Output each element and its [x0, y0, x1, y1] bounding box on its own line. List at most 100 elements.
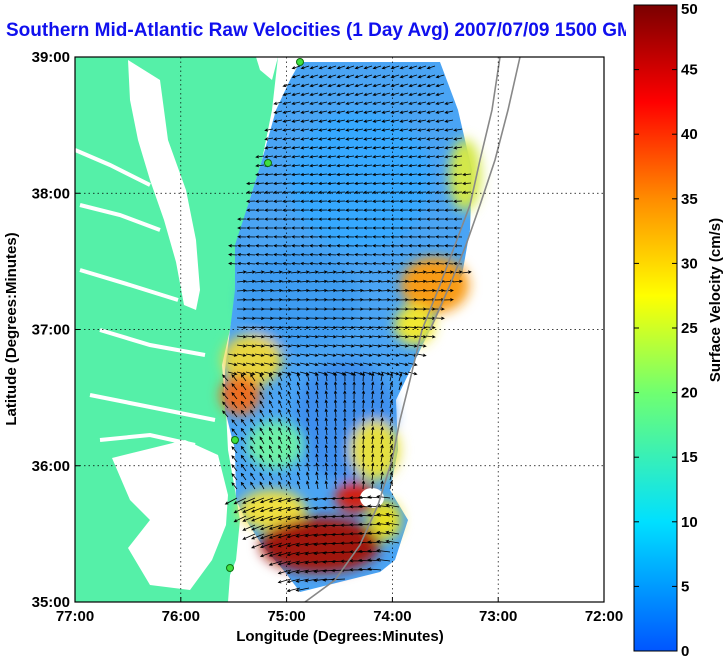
y-tick-label: 38:00	[32, 185, 70, 202]
velocity-arrow	[435, 83, 445, 88]
bathymetry-contours	[304, 57, 521, 602]
velocity-arrow	[435, 217, 445, 221]
colorbar	[633, 4, 678, 652]
velocity-arrow	[426, 83, 436, 88]
velocity-arrow	[444, 155, 454, 159]
velocity-arrow	[287, 426, 292, 436]
velocity-arrow	[231, 410, 238, 418]
velocity-arrow	[306, 381, 310, 391]
velocity-arrow	[287, 435, 292, 445]
velocity-arrow	[408, 146, 418, 150]
velocity-arrow	[335, 362, 346, 367]
velocity-arrow	[278, 480, 283, 490]
velocity-arrow	[231, 401, 238, 409]
x-tick-label: 76:00	[162, 608, 200, 625]
velocity-arrow	[246, 253, 256, 257]
velocity-arrow	[308, 344, 319, 348]
velocity-arrow	[324, 417, 328, 427]
velocity-arrow	[291, 146, 301, 150]
velocity-arrow	[240, 382, 247, 391]
velocity-arrow	[278, 408, 283, 418]
velocity-arrow	[327, 172, 337, 177]
velocity-arrow	[336, 110, 346, 114]
velocity-arrow	[264, 172, 274, 177]
velocity-arrow	[259, 472, 265, 481]
velocity-arrow	[363, 101, 373, 105]
velocity-arrow	[318, 163, 328, 168]
velocity-arrow	[278, 399, 283, 409]
velocity-arrow	[363, 199, 373, 203]
velocity-arrow	[231, 446, 238, 454]
velocity-arrow	[335, 270, 346, 274]
velocity-arrow	[361, 435, 366, 445]
velocity-arrow	[324, 453, 328, 463]
velocity-arrow	[277, 542, 292, 548]
velocity-arrow	[354, 146, 364, 150]
velocity-arrow	[354, 92, 364, 96]
velocity-arrow	[333, 453, 338, 463]
velocity-arrow	[444, 244, 454, 248]
velocity-arrow	[326, 335, 337, 339]
velocity-arrow	[408, 163, 418, 168]
velocity-arrow	[417, 208, 427, 212]
velocity-arrow	[246, 217, 256, 221]
velocity-arrow	[296, 426, 301, 436]
velocity-arrow	[435, 128, 445, 132]
velocity-arrow	[336, 217, 346, 221]
velocity-arrow	[327, 244, 337, 248]
velocity-arrow	[296, 480, 301, 490]
velocity-arrow	[343, 444, 347, 454]
velocity-arrow	[259, 418, 265, 427]
colorbar-tick-label: 10	[681, 514, 698, 531]
velocity-arrow	[237, 261, 247, 266]
velocity-arrow	[336, 244, 346, 248]
velocity-arrow	[344, 325, 355, 330]
velocity-arrow	[300, 101, 310, 105]
velocity-arrow	[306, 444, 310, 454]
velocity-arrow	[389, 335, 400, 339]
velocity-arrow	[398, 288, 409, 293]
velocity-arrow	[333, 444, 338, 454]
velocity-arrow	[363, 74, 373, 79]
velocity-arrow	[277, 515, 292, 521]
colorbar-tick-label: 40	[681, 126, 698, 143]
velocity-arrow	[255, 155, 265, 159]
velocity-arrow	[264, 137, 274, 141]
velocity-arrow	[306, 426, 310, 436]
velocity-arrow	[434, 270, 445, 274]
velocity-arrow	[255, 190, 265, 195]
velocity-arrow	[381, 226, 390, 230]
velocity-arrow	[399, 235, 409, 239]
velocity-arrow	[372, 83, 382, 88]
velocity-arrow	[296, 399, 301, 409]
velocity-arrow	[282, 244, 292, 248]
velocity-arrow	[273, 261, 283, 266]
y-tick-label: 36:00	[32, 458, 70, 475]
velocity-arrow	[381, 128, 391, 132]
velocity-arrow	[354, 199, 364, 203]
velocity-arrow	[376, 531, 391, 535]
velocity-arrow	[385, 539, 400, 544]
velocity-arrow	[371, 426, 375, 436]
velocity-arrow	[426, 74, 436, 79]
velocity-arrow	[236, 270, 247, 274]
velocity-arrow	[277, 560, 292, 566]
velocity-arrow	[352, 390, 356, 400]
chesapeake-bay	[128, 60, 200, 310]
velocity-arrow	[282, 261, 292, 266]
velocity-arrow	[254, 335, 265, 339]
delaware-bay	[256, 57, 278, 80]
velocity-arrow	[335, 353, 346, 357]
velocity-arrow	[389, 399, 393, 409]
velocity-arrow	[254, 288, 265, 293]
velocity-arrow	[242, 506, 256, 513]
velocity-arrow	[286, 515, 301, 521]
velocity-arrow	[263, 362, 274, 367]
velocity-arrow	[453, 172, 463, 177]
velocity-arrow	[296, 453, 301, 463]
velocity-arrow	[327, 155, 337, 159]
velocity-arrow	[416, 270, 427, 274]
velocity-arrow	[416, 353, 427, 357]
velocity-arrow	[354, 119, 364, 123]
velocity-arrow	[399, 110, 409, 114]
